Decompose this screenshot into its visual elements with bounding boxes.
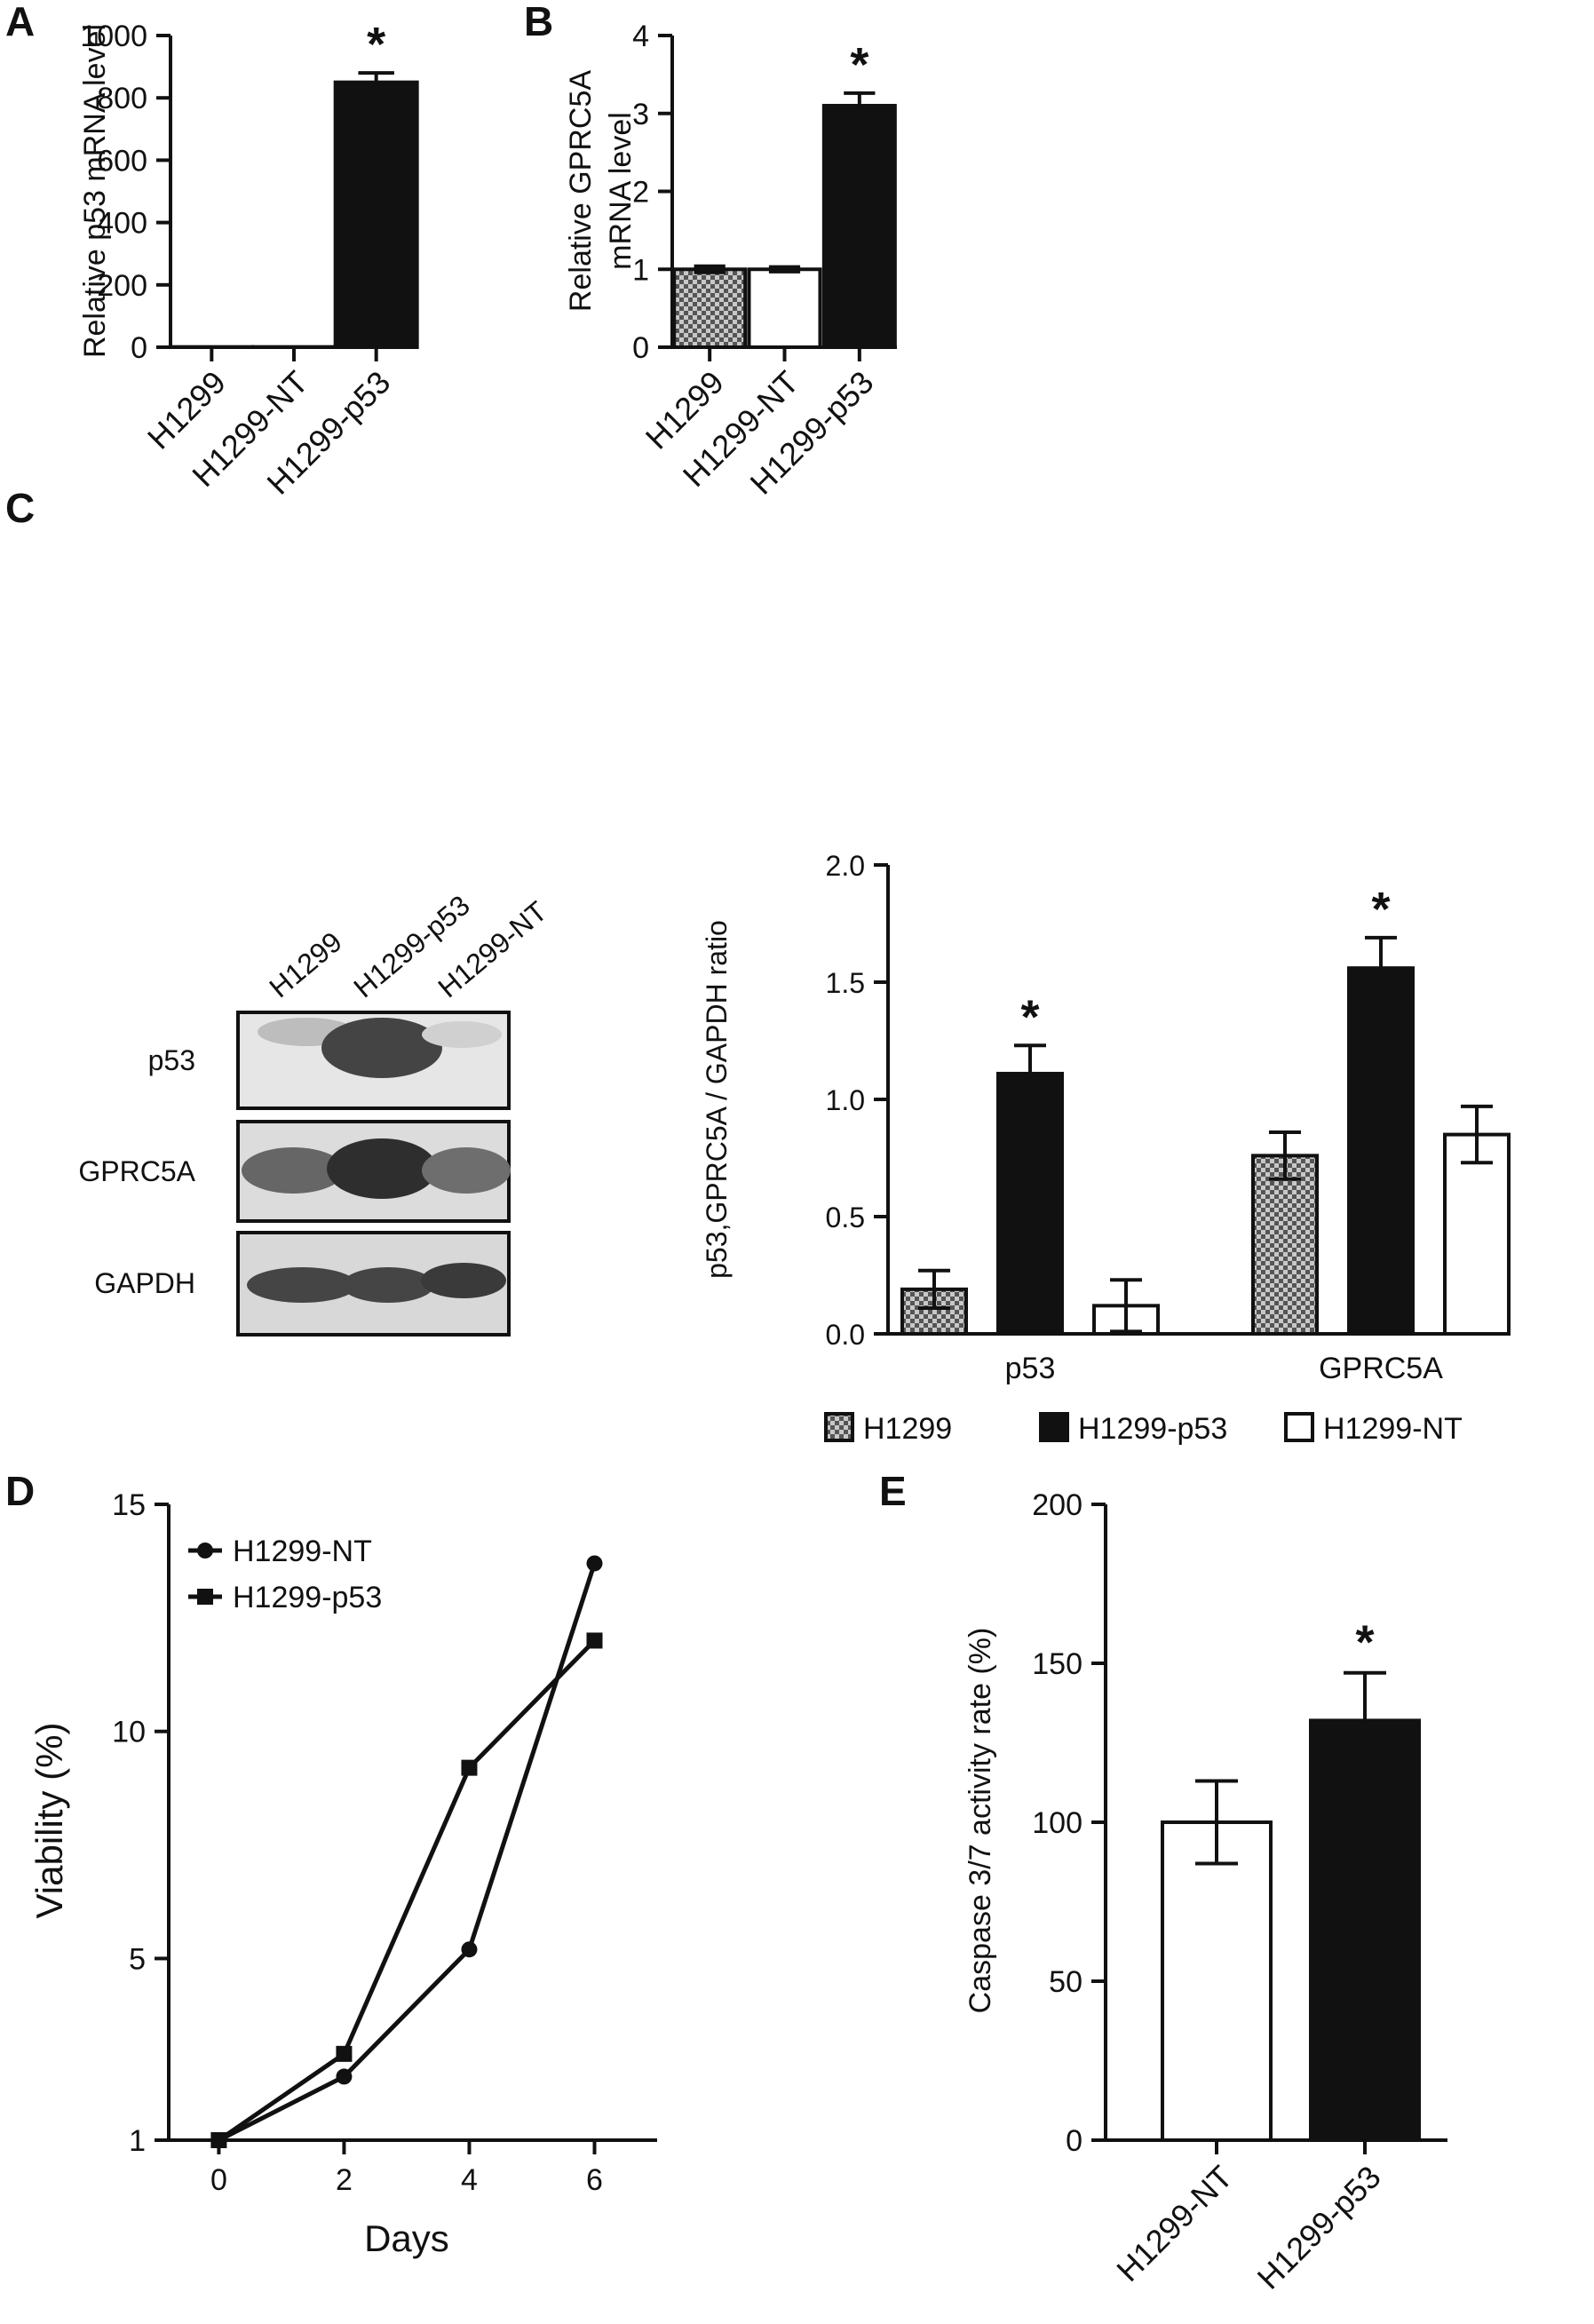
y-axis-title: Viability (%) (28, 1723, 70, 1919)
y-tick-label: 400 (97, 207, 147, 241)
y-tick-label: 1.5 (826, 967, 865, 999)
blot-band (422, 1021, 502, 1048)
significance-star: * (1355, 1616, 1374, 1670)
legend-label: H1299-p53 (233, 1581, 382, 1614)
x-tick-label: p53 (1005, 1352, 1056, 1385)
y-tick-label: 0 (1066, 2124, 1082, 2158)
bar (747, 267, 822, 349)
y-tick-label: 15 (112, 1488, 146, 1522)
panel-e: E 0 50 100 150 200 H1299-NT H1299-p53 * Caspase 3… (879, 1468, 1447, 2296)
panel-a: A02004006008001000H1299H1299-NTH1299-p53… (5, 0, 419, 502)
y-axis-title: Relative GPRC5A (564, 70, 598, 312)
y-tick-label: 0.5 (826, 1202, 865, 1233)
bar (821, 103, 897, 349)
y-tick-label: 0 (131, 331, 147, 365)
blot-band (247, 1267, 357, 1303)
significance-star: * (850, 38, 868, 91)
blot-row-label: GPRC5A (78, 1155, 195, 1187)
legend-label: H1299-NT (233, 1535, 372, 1568)
legend-label: H1299-p53 (1078, 1412, 1227, 1446)
y-tick-label: 200 (1032, 1488, 1082, 1522)
y-tick-label: 1.0 (826, 1084, 865, 1116)
x-axis-title: Days (364, 2217, 449, 2259)
y-tick-label: 200 (97, 269, 147, 303)
y-tick-label: 5 (129, 1942, 146, 1976)
y-tick-label: 150 (1032, 1647, 1082, 1681)
y-tick-label: 0.0 (826, 1319, 865, 1351)
bar (1309, 1718, 1421, 2142)
bar (672, 267, 748, 349)
panel-letter: E (879, 1468, 907, 1514)
series-line (218, 1562, 597, 2143)
blot-band (327, 1138, 437, 1199)
data-point (336, 2068, 353, 2085)
western-blot (236, 1011, 511, 1336)
y-tick-label: 1000 (80, 20, 147, 53)
y-tick-label: 4 (632, 20, 649, 53)
series-line (217, 1638, 597, 2143)
x-tick-label: H1299-NT (1109, 2159, 1239, 2288)
blot-row-label: GAPDH (94, 1267, 195, 1299)
legend: H1299 H1299-p53 H1299-NT (824, 1412, 1463, 1446)
significance-star: * (367, 18, 385, 71)
y-tick-label: 1 (632, 253, 649, 287)
legend-marker (197, 1543, 213, 1559)
data-point (586, 1555, 603, 1572)
legend-marker (197, 1589, 213, 1605)
blot-band (321, 1018, 442, 1078)
legend-label: H1299 (863, 1412, 952, 1446)
panel-letter: A (5, 0, 35, 44)
y-tick-label: 50 (1049, 1965, 1082, 1999)
data-point (210, 2132, 227, 2148)
panel-letter: B (524, 0, 553, 44)
y-tick-label: 0 (632, 331, 649, 365)
bar (1161, 1820, 1273, 2142)
y-axis-title: Caspase 3/7 activity rate (%) (964, 1628, 997, 2014)
bar (1251, 1154, 1319, 1336)
x-tick-label: 0 (210, 2163, 227, 2197)
y-tick-label: 3 (632, 98, 649, 131)
y-tick-label: 800 (97, 82, 147, 115)
legend-swatch (1284, 1412, 1314, 1442)
significance-star: * (1020, 990, 1039, 1043)
y-tick-label: 10 (112, 1716, 146, 1749)
blot-band (421, 1263, 506, 1298)
x-tick-label: GPRC5A (1319, 1352, 1443, 1385)
x-tick-label: H1299-p53 (1250, 2159, 1388, 2296)
x-tick-label: 4 (461, 2163, 478, 2197)
y-tick-label: 600 (97, 144, 147, 178)
significance-star: * (1371, 883, 1390, 936)
bar (333, 80, 419, 350)
data-point (586, 1632, 603, 1649)
blot-band (342, 1267, 434, 1303)
panel-letter: C (5, 485, 35, 531)
legend-swatch (1039, 1412, 1069, 1442)
bar (996, 1071, 1064, 1336)
data-point (336, 2045, 353, 2062)
y-axis-title: Relative p53 mRNA level (78, 24, 112, 358)
blot-row-label: p53 (148, 1044, 195, 1076)
data-point (461, 1941, 478, 1958)
bar (1443, 1132, 1511, 1336)
y-axis-title: mRNA level (604, 112, 638, 270)
y-tick-label: 2.0 (826, 850, 865, 882)
legend-swatch (824, 1412, 854, 1442)
x-tick-label: 6 (586, 2163, 603, 2197)
y-axis-title: p53,GPRC5A / GAPDH ratio (701, 920, 733, 1279)
bar (1347, 966, 1415, 1336)
data-point (461, 1759, 478, 1776)
x-tick-label: 2 (336, 2163, 353, 2197)
panel-letter: D (5, 1468, 35, 1514)
blot-band (242, 1147, 345, 1194)
legend-label: H1299-NT (1323, 1412, 1463, 1446)
panel-c: C H1299 H1299-p53 H1299-NT p53 GPRC5A GAPDH 0.0… (5, 485, 1511, 1446)
blot-band (422, 1147, 511, 1194)
y-tick-label: 100 (1032, 1806, 1082, 1840)
blot-lane-label: H1299 (263, 925, 347, 1003)
y-tick-label: 1 (129, 2124, 146, 2158)
y-tick-label: 2 (632, 176, 649, 210)
